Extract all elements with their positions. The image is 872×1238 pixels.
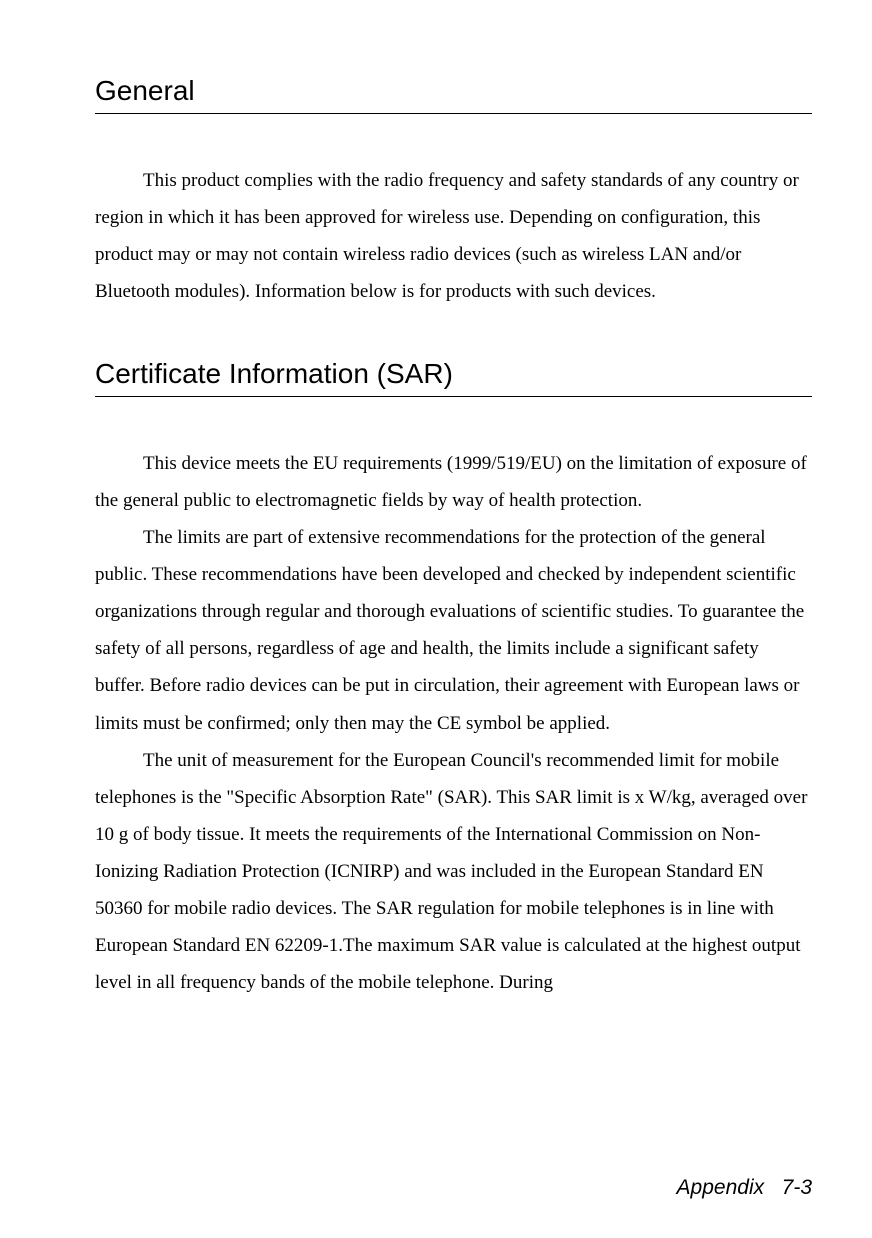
general-paragraph: This product complies with the radio fre… bbox=[95, 162, 812, 310]
general-heading: General bbox=[95, 75, 812, 114]
appendix-label: Appendix bbox=[677, 1176, 765, 1199]
sar-paragraph-3: The unit of measurement for the European… bbox=[95, 742, 812, 1001]
sar-paragraph-2: The limits are part of extensive recomme… bbox=[95, 519, 812, 741]
sar-heading: Certificate Information (SAR) bbox=[95, 358, 812, 397]
page-number: 7-3 bbox=[782, 1176, 812, 1199]
sar-paragraph-1: This device meets the EU requirements (1… bbox=[95, 445, 812, 519]
page-footer: Appendix 7-3 bbox=[677, 1176, 812, 1200]
